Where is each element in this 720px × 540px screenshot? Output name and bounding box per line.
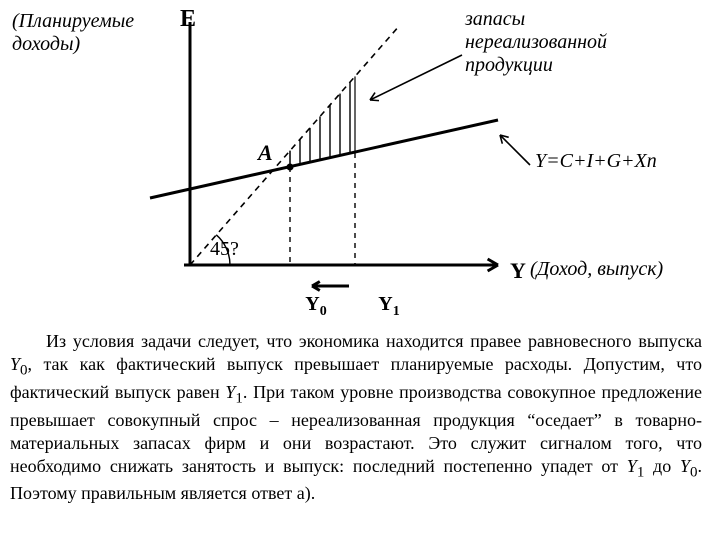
inventory-label-2: нереализованной — [465, 31, 607, 54]
y-axis-title-2: доходы) — [12, 33, 80, 56]
y-axis-title-1: (Планируемые — [12, 10, 134, 33]
x-axis-title: (Доход, выпуск) — [530, 258, 663, 281]
axis-y-label: Y — [510, 258, 526, 283]
axis-e-label: E — [180, 6, 196, 34]
inventory-label-3: продукции — [465, 54, 553, 77]
point-a-label: A — [258, 140, 273, 165]
ae-equation-label: Y=C+I+G+Xn — [535, 150, 657, 173]
keynesian-cross-chart: (Планируемые доходы) E запасы нереализов… — [0, 0, 720, 330]
explanation-paragraph: Из условия задачи следует, что экономика… — [10, 330, 702, 505]
inventory-label-1: запасы — [465, 8, 525, 31]
angle-45-label: 45? — [210, 238, 239, 261]
